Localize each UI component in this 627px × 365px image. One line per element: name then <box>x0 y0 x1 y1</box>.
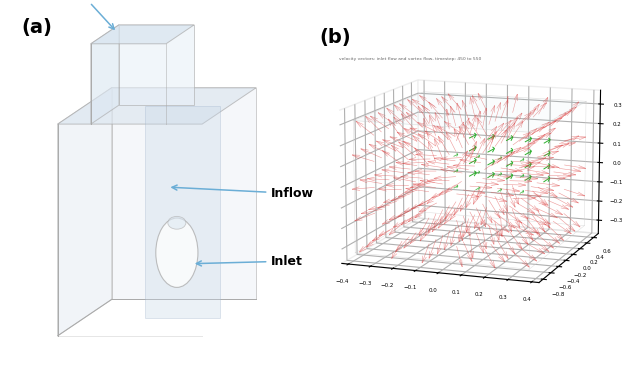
Polygon shape <box>58 88 256 124</box>
Text: (b): (b) <box>320 28 351 47</box>
Polygon shape <box>145 106 220 318</box>
Polygon shape <box>91 25 119 124</box>
Polygon shape <box>58 88 112 336</box>
Text: outlet: outlet <box>63 0 114 29</box>
Text: velocity vectors: inlet flow and vortex flow, timestep: 450 to 550: velocity vectors: inlet flow and vortex … <box>339 57 481 61</box>
Text: (a): (a) <box>21 18 53 37</box>
Ellipse shape <box>155 218 198 287</box>
Text: Inflow: Inflow <box>172 185 314 200</box>
Ellipse shape <box>168 216 186 229</box>
Polygon shape <box>91 25 194 44</box>
Polygon shape <box>119 25 194 105</box>
Text: Inlet: Inlet <box>196 255 303 268</box>
Polygon shape <box>112 88 256 299</box>
